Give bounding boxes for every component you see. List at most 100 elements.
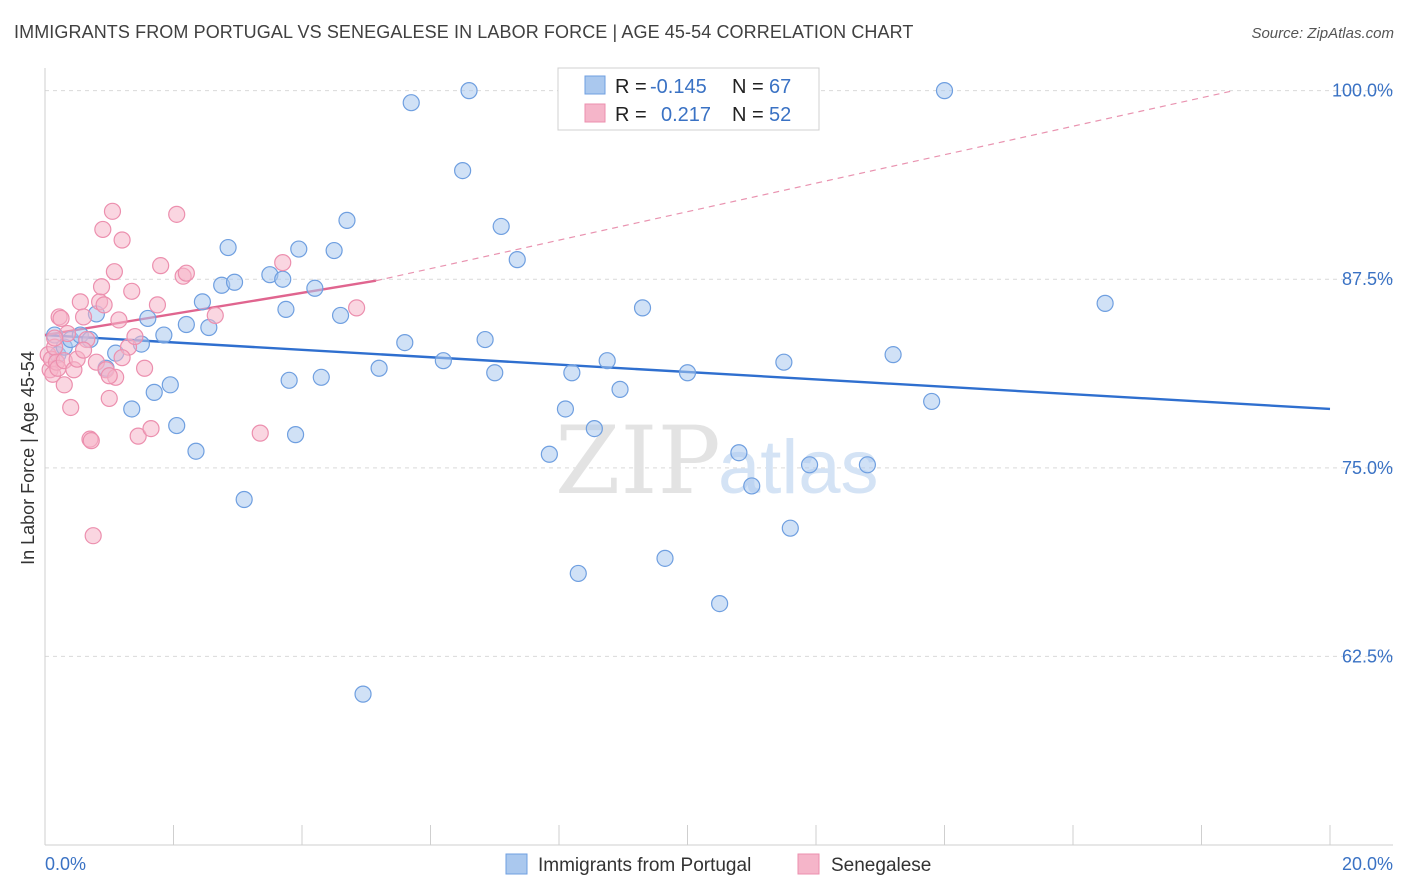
point-portugal-30 [306, 279, 324, 297]
point-portugal-45 [508, 251, 526, 269]
point-portugal-18 [193, 293, 212, 311]
point-senegalese-39 [152, 257, 170, 275]
point-portugal-17 [187, 442, 205, 460]
point-portugal-37 [396, 333, 414, 352]
point-portugal-14 [161, 376, 179, 394]
point-portugal-40 [454, 161, 472, 180]
legend-r-label-2: R = [615, 104, 647, 126]
point-senegalese-46 [348, 299, 366, 317]
point-senegalese-51 [100, 367, 118, 385]
point-portugal-25 [274, 270, 292, 288]
point-portugal-15 [168, 416, 186, 435]
point-portugal-41 [460, 82, 478, 100]
point-senegalese-43 [206, 306, 224, 325]
point-portugal-27 [280, 371, 298, 389]
point-portugal-22 [225, 273, 244, 291]
point-portugal-63 [923, 392, 941, 411]
point-senegalese-38 [148, 296, 167, 314]
point-portugal-59 [775, 353, 793, 371]
point-senegalese-37 [142, 419, 160, 438]
source-credit: Source: ZipAtlas.com [1251, 25, 1394, 42]
point-senegalese-47 [74, 341, 93, 359]
point-senegalese-31 [113, 231, 131, 249]
y-tick-label-2: 75.0% [1342, 458, 1393, 478]
point-portugal-16 [177, 315, 195, 334]
watermark-zip: ZIP [555, 407, 721, 516]
point-portugal-50 [585, 419, 603, 438]
legend-r-value-2: 0.217 [661, 104, 711, 126]
chart-title: IMMIGRANTS FROM PORTUGAL VS SENEGALESE I… [14, 22, 914, 42]
legend-swatch-portugal [584, 75, 606, 95]
legend-r-label-1: R = [615, 76, 647, 98]
point-senegalese-11 [62, 398, 80, 417]
legend-n-value-2: 52 [769, 104, 791, 126]
point-portugal-33 [331, 306, 350, 325]
x-tick-labels: 0.0% 20.0% [45, 854, 1393, 874]
series-legend-swatch-portugal [505, 853, 528, 875]
point-portugal-51 [598, 352, 616, 370]
point-portugal-26 [277, 300, 295, 318]
point-senegalese-34 [126, 327, 144, 346]
point-senegalese-40 [168, 205, 186, 223]
point-portugal-21 [219, 238, 237, 257]
point-senegalese-19 [84, 527, 102, 545]
point-senegalese-24 [95, 296, 113, 314]
point-senegalese-49 [113, 349, 131, 367]
point-senegalese-30 [110, 311, 128, 329]
point-portugal-39 [434, 352, 452, 370]
point-portugal-12 [145, 383, 163, 401]
point-portugal-38 [402, 94, 420, 112]
point-portugal-34 [338, 211, 356, 229]
point-portugal-36 [370, 359, 388, 377]
point-portugal-31 [312, 368, 330, 386]
point-portugal-42 [476, 330, 494, 349]
y-tick-label-0: 100.0% [1332, 81, 1393, 101]
legend-n-value-1: 67 [769, 76, 791, 98]
point-senegalese-45 [274, 254, 292, 272]
point-portugal-64 [935, 82, 954, 100]
point-senegalese-14 [71, 293, 89, 311]
point-senegalese-48 [55, 376, 73, 394]
point-portugal-54 [656, 549, 674, 567]
point-portugal-53 [633, 299, 652, 317]
point-portugal-65 [1096, 294, 1114, 312]
legend-n-label-2: N = [732, 104, 764, 126]
point-portugal-56 [711, 595, 729, 613]
legend-swatch-senegalese [584, 103, 606, 123]
point-portugal-23 [235, 490, 253, 509]
trend-extension-senegalese [375, 90, 1234, 282]
point-portugal-29 [290, 240, 308, 258]
point-portugal-11 [139, 309, 157, 328]
series-legend: Immigrants from Portugal Senegalese [505, 853, 931, 876]
point-portugal-13 [155, 326, 173, 344]
point-portugal-49 [569, 564, 587, 583]
point-senegalese-27 [103, 202, 122, 220]
point-portugal-57 [730, 444, 748, 462]
stats-legend: R = -0.145 N = 67 R = 0.217 N = 52 [557, 67, 820, 131]
point-portugal-9 [123, 400, 141, 418]
legend-n-label-1: N = [732, 76, 764, 98]
y-tick-label-1: 87.5% [1342, 269, 1393, 289]
series-legend-label-portugal: Immigrants from Portugal [538, 855, 751, 876]
point-portugal-52 [611, 380, 629, 398]
point-portugal-32 [325, 241, 343, 260]
point-senegalese-42 [177, 264, 195, 282]
point-portugal-46 [540, 445, 558, 463]
point-portugal-66 [858, 456, 877, 474]
data-points [39, 82, 1114, 703]
point-senegalese-15 [74, 308, 93, 326]
point-portugal-47 [556, 400, 575, 418]
point-portugal-44 [492, 217, 510, 236]
series-legend-label-senegalese: Senegalese [831, 855, 931, 876]
point-portugal-35 [354, 685, 372, 703]
point-senegalese-44 [251, 424, 269, 442]
point-portugal-60 [781, 519, 799, 537]
point-senegalese-35 [129, 427, 147, 445]
point-portugal-61 [800, 456, 819, 474]
legend-r-value-1: -0.145 [650, 76, 707, 98]
y-axis-label: In Labor Force | Age 45-54 [18, 351, 38, 565]
point-senegalese-28 [105, 263, 123, 281]
point-portugal-43 [486, 364, 504, 382]
point-senegalese-23 [94, 220, 112, 239]
point-senegalese-8 [52, 309, 70, 328]
